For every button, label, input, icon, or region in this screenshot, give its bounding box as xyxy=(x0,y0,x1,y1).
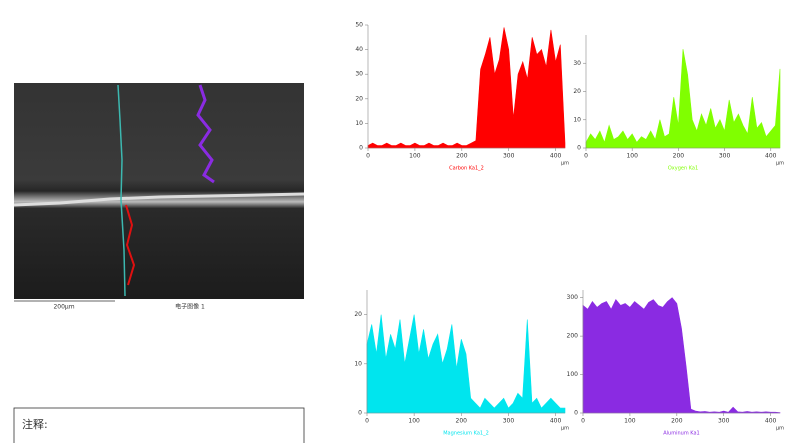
x-tick-label: 400 xyxy=(550,418,562,425)
y-tick-label: 20 xyxy=(355,95,363,102)
x-tick-label: 300 xyxy=(503,418,515,425)
x-axis-label: µm xyxy=(561,426,569,432)
x-tick-label: 200 xyxy=(456,153,468,160)
x-axis-label: µm xyxy=(776,161,784,167)
y-tick-label: 200 xyxy=(567,333,579,340)
y-tick-label: 30 xyxy=(573,60,581,67)
scale-bar-label: 200µm xyxy=(53,304,74,311)
x-tick-label: 400 xyxy=(550,153,562,160)
x-tick-label: 300 xyxy=(719,153,731,160)
y-tick-label: 0 xyxy=(358,410,362,417)
series-area xyxy=(585,49,781,149)
x-tick-label: 400 xyxy=(765,153,777,160)
x-tick-label: 200 xyxy=(671,418,683,425)
x-tick-label: 0 xyxy=(366,153,370,160)
y-tick-label: 40 xyxy=(355,46,363,53)
notes-label: 注释: xyxy=(22,417,48,431)
y-tick-label: 100 xyxy=(567,371,579,378)
x-axis-label: µm xyxy=(776,426,784,432)
x-tick-label: 300 xyxy=(503,153,515,160)
image-caption: 电子图像 1 xyxy=(175,303,205,311)
y-tick-label: 20 xyxy=(573,88,581,95)
y-tick-label: 10 xyxy=(355,120,363,127)
y-tick-label: 30 xyxy=(355,71,363,78)
series-area xyxy=(582,297,781,414)
series-area xyxy=(366,314,566,414)
sem-surface xyxy=(13,192,305,207)
x-tick-label: 0 xyxy=(584,153,588,160)
y-tick-label: 50 xyxy=(355,22,363,29)
y-tick-label: 20 xyxy=(354,311,362,318)
x-tick-label: 200 xyxy=(456,418,468,425)
y-tick-label: 300 xyxy=(567,294,579,301)
x-tick-label: 100 xyxy=(626,153,638,160)
x-tick-label: 0 xyxy=(365,418,369,425)
x-tick-label: 100 xyxy=(408,418,420,425)
chart-title: Magnesium Ka1_2 xyxy=(443,431,489,437)
chart-title: Aluminum Ka1 xyxy=(663,431,699,437)
x-tick-label: 0 xyxy=(581,418,585,425)
scan-profile xyxy=(125,204,136,286)
x-tick-label: 400 xyxy=(765,418,777,425)
y-tick-label: 10 xyxy=(573,116,581,123)
y-tick-label: 10 xyxy=(354,360,362,367)
x-tick-label: 200 xyxy=(673,153,685,160)
series-area xyxy=(367,27,566,149)
x-axis-label: µm xyxy=(561,161,569,167)
scan-profile xyxy=(196,84,215,184)
x-tick-label: 300 xyxy=(718,418,730,425)
y-tick-label: 0 xyxy=(574,410,578,417)
y-tick-label: 0 xyxy=(359,145,363,152)
x-tick-label: 100 xyxy=(624,418,636,425)
scan-line xyxy=(117,84,126,297)
chart-title: Carbon Ka1_2 xyxy=(449,166,484,172)
x-tick-label: 100 xyxy=(409,153,421,160)
sem-image xyxy=(14,83,304,299)
y-tick-label: 0 xyxy=(577,145,581,152)
chart-title: Oxygen Ka1 xyxy=(668,166,698,172)
notes-box xyxy=(13,407,305,443)
